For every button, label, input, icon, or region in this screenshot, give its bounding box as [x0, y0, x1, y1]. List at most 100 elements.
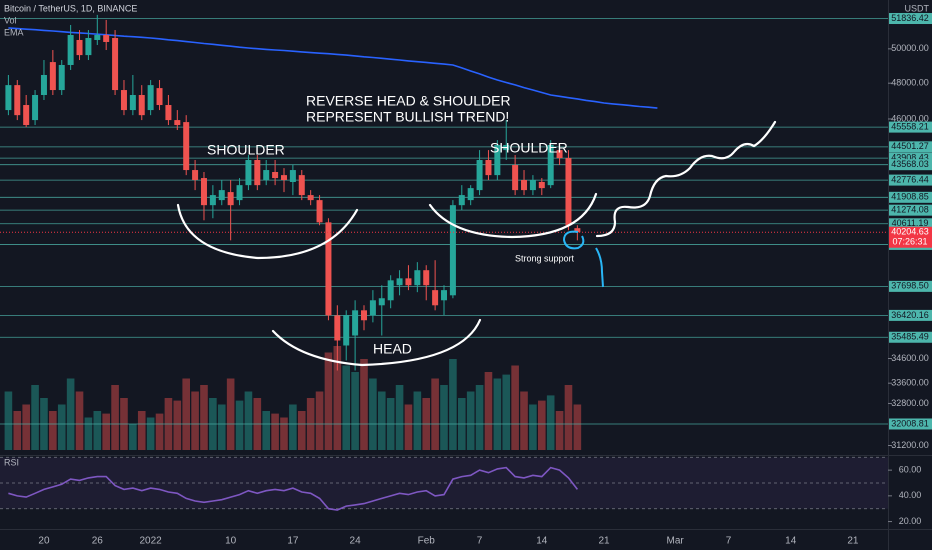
candle-body — [449, 205, 456, 296]
volume-bar — [182, 378, 190, 450]
candle-body — [218, 190, 225, 201]
candle-body — [40, 74, 47, 96]
volume-bar — [395, 385, 404, 450]
candle-body — [174, 120, 181, 126]
volume-bar — [146, 417, 155, 450]
candle-body — [529, 180, 536, 191]
candle-body — [67, 35, 74, 65]
candle-body — [352, 310, 359, 336]
volume-bar — [493, 378, 502, 450]
volume-bar — [111, 385, 119, 450]
level-label: 51836.42 — [891, 13, 929, 23]
volume-bar — [484, 372, 493, 450]
volume-bar — [271, 413, 279, 450]
volume-bar — [4, 391, 13, 450]
volume-bar — [431, 378, 439, 450]
candle-body — [289, 170, 296, 182]
candle-body — [200, 178, 207, 206]
currency-label: USDT — [905, 3, 930, 13]
candle-body — [120, 90, 127, 111]
candle-body — [556, 150, 563, 159]
y-tick-label: 46000.00 — [891, 113, 929, 123]
candle-body — [112, 37, 119, 91]
x-tick-label: 7 — [477, 536, 483, 547]
x-tick-label: 21 — [598, 536, 610, 547]
level-label-box — [889, 13, 932, 25]
volume-bar — [342, 365, 351, 450]
level-label-box — [889, 121, 932, 133]
volume-bar — [191, 391, 199, 450]
candle-body — [369, 300, 376, 316]
volume-bar — [173, 400, 182, 450]
x-tick-label: 14 — [785, 536, 797, 547]
right-shoulder-curve — [428, 192, 598, 239]
candle-body — [236, 185, 243, 201]
x-tick-label: 17 — [287, 536, 299, 547]
volume-bar — [413, 391, 422, 450]
volume-bar — [57, 404, 66, 450]
candle-body — [5, 85, 12, 111]
volume-bar — [84, 417, 93, 450]
candle-body — [307, 195, 314, 201]
level-label-box — [889, 331, 932, 343]
candle-body — [280, 175, 287, 181]
volume-bar — [22, 404, 30, 450]
candle-body — [183, 122, 190, 171]
rsi-tick-label: 40.00 — [899, 490, 922, 500]
volume-bar — [93, 411, 102, 450]
last-price-box — [889, 226, 932, 248]
level-label-box — [889, 309, 932, 321]
x-tick-label: Mar — [667, 536, 685, 547]
level-label: 44501.27 — [891, 141, 929, 151]
candle-body — [494, 144, 501, 176]
y-tick-label: 50000.00 — [891, 43, 929, 53]
volume-bar — [440, 385, 448, 450]
x-tick-label: 7 — [726, 536, 732, 547]
candle-body — [103, 35, 110, 42]
legend-ema: EMA — [4, 27, 24, 37]
candle-body — [298, 175, 305, 196]
volume-bar — [564, 385, 573, 450]
candle-body — [272, 171, 279, 179]
x-tick-label: 14 — [536, 536, 548, 547]
candle-body — [32, 95, 39, 121]
level-label-box — [889, 204, 932, 216]
y-tick-label: 32800.00 — [891, 398, 929, 408]
volume-bar — [226, 378, 235, 450]
x-tick-label: 24 — [350, 536, 362, 547]
volume-bar — [49, 411, 57, 450]
legend-volume: Vol — [4, 15, 17, 25]
candle-body — [14, 85, 21, 116]
annotation-label: SHOULDER — [207, 142, 285, 158]
head-curve — [271, 318, 482, 367]
volume-bar — [573, 404, 582, 450]
x-tick-label: 10 — [225, 536, 237, 547]
y-tick-label: 31200.00 — [891, 440, 929, 450]
candle-body — [227, 192, 234, 206]
candle-body — [574, 228, 581, 233]
volume-bar — [75, 391, 84, 450]
candle-body — [547, 144, 554, 186]
annotations: REVERSE HEAD & SHOULDER REPRESENT BULLIS… — [4, 3, 930, 467]
candle-body — [316, 200, 323, 223]
rsi-line — [8, 466, 579, 511]
last-price-label: 40204.63 — [891, 227, 929, 237]
candle-body — [405, 278, 412, 286]
ema-line — [8, 27, 658, 109]
volume-bar — [511, 365, 519, 450]
candle-body — [361, 310, 367, 321]
level-label-box — [889, 159, 932, 171]
x-tick-label: 20 — [38, 536, 50, 547]
candle-body — [76, 39, 83, 56]
candle-body — [414, 270, 421, 286]
level-label-box — [889, 152, 932, 164]
candle-body — [334, 315, 341, 341]
candle-body — [325, 222, 332, 316]
annotation-label: SHOULDER — [490, 140, 568, 156]
level-label: 32008.81 — [891, 418, 929, 428]
symbol-label: Bitcoin / TetherUS, 1D, BINANCE — [4, 3, 137, 13]
annotation-label: Strong support — [515, 253, 575, 263]
x-tick-label: 21 — [847, 536, 859, 547]
level-label-box — [889, 280, 932, 292]
